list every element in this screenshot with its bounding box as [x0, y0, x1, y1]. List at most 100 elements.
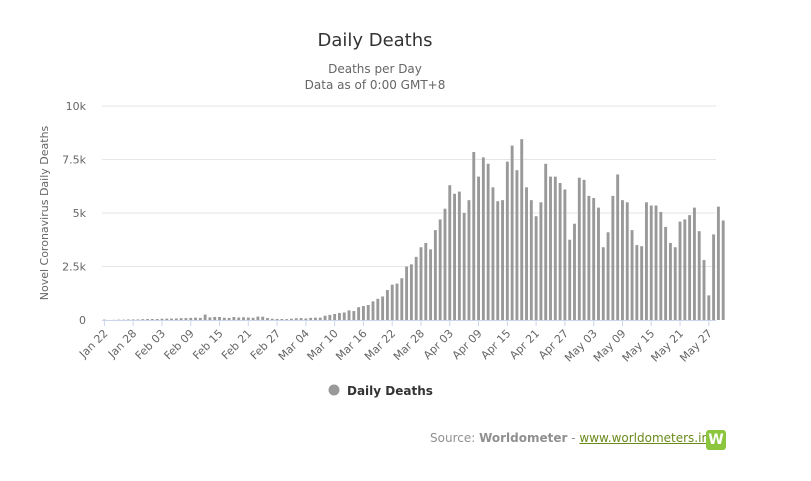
bar[interactable]	[155, 319, 159, 320]
bar[interactable]	[390, 284, 394, 320]
bar[interactable]	[361, 306, 365, 320]
bar[interactable]	[438, 219, 442, 320]
bar[interactable]	[198, 317, 202, 320]
bar[interactable]	[376, 298, 380, 320]
bar[interactable]	[443, 208, 447, 320]
bar[interactable]	[457, 191, 461, 320]
bar[interactable]	[189, 317, 193, 320]
bar[interactable]	[712, 234, 716, 320]
legend[interactable]: Daily Deaths	[328, 384, 433, 398]
bar[interactable]	[645, 202, 648, 320]
bar[interactable]	[146, 319, 150, 320]
bar[interactable]	[314, 317, 317, 320]
bar[interactable]	[280, 318, 284, 320]
bar[interactable]	[664, 226, 668, 320]
bar[interactable]	[242, 317, 245, 320]
bar[interactable]	[285, 319, 289, 320]
bar[interactable]	[352, 311, 356, 320]
bar[interactable]	[318, 317, 322, 320]
bar[interactable]	[309, 317, 313, 320]
bar[interactable]	[654, 205, 658, 320]
bar[interactable]	[405, 266, 409, 321]
bar[interactable]	[606, 232, 610, 320]
bar[interactable]	[553, 176, 557, 320]
bar[interactable]	[678, 221, 682, 320]
bar[interactable]	[165, 318, 169, 320]
bar[interactable]	[539, 202, 543, 320]
bar[interactable]	[587, 195, 591, 320]
bar[interactable]	[222, 317, 226, 320]
bar[interactable]	[419, 247, 423, 320]
bar[interactable]	[429, 249, 433, 320]
bar[interactable]	[294, 318, 298, 320]
bar[interactable]	[433, 230, 437, 320]
bar[interactable]	[630, 230, 634, 320]
bar[interactable]	[136, 319, 140, 320]
bar[interactable]	[597, 207, 600, 320]
bar[interactable]	[616, 174, 620, 320]
bar[interactable]	[347, 310, 351, 320]
bar[interactable]	[381, 296, 385, 320]
bar[interactable]	[371, 301, 375, 320]
bar[interactable]	[213, 316, 217, 320]
bar[interactable]	[481, 157, 485, 320]
bar[interactable]	[525, 187, 528, 320]
bar[interactable]	[491, 187, 495, 320]
bar[interactable]	[486, 163, 490, 320]
bar[interactable]	[141, 319, 145, 320]
bar[interactable]	[467, 200, 471, 320]
bar[interactable]	[635, 245, 639, 320]
bar[interactable]	[270, 318, 274, 320]
bar[interactable]	[338, 312, 341, 320]
bar[interactable]	[194, 317, 197, 320]
bar[interactable]	[625, 202, 629, 320]
bar[interactable]	[611, 195, 615, 320]
bar[interactable]	[275, 318, 279, 320]
bar[interactable]	[328, 314, 332, 320]
bar[interactable]	[179, 318, 183, 320]
bar[interactable]	[424, 242, 428, 320]
bar[interactable]	[385, 290, 389, 320]
bar[interactable]	[621, 200, 624, 320]
bar[interactable]	[683, 219, 687, 320]
bar[interactable]	[357, 307, 361, 320]
bar[interactable]	[496, 201, 500, 320]
bar[interactable]	[688, 215, 692, 320]
bar[interactable]	[150, 319, 154, 320]
bar[interactable]	[453, 193, 457, 320]
bar[interactable]	[601, 247, 605, 320]
credit-link[interactable]: www.worldometers.info	[579, 431, 721, 445]
bar[interactable]	[304, 318, 308, 321]
bar[interactable]	[323, 315, 327, 320]
bar[interactable]	[697, 231, 701, 320]
bar[interactable]	[160, 318, 164, 320]
bar[interactable]	[237, 317, 241, 320]
bar[interactable]	[640, 246, 644, 320]
bar[interactable]	[409, 264, 413, 320]
bar[interactable]	[472, 152, 476, 320]
bar[interactable]	[501, 200, 504, 320]
bar[interactable]	[290, 318, 293, 320]
bar[interactable]	[126, 319, 130, 320]
bar[interactable]	[568, 239, 572, 320]
bar[interactable]	[333, 314, 337, 320]
bar[interactable]	[721, 220, 725, 320]
bar[interactable]	[208, 317, 212, 320]
bar[interactable]	[505, 161, 509, 320]
bar[interactable]	[414, 256, 418, 320]
bar[interactable]	[448, 185, 452, 320]
bar[interactable]	[558, 183, 562, 320]
bar[interactable]	[261, 316, 265, 320]
bar[interactable]	[256, 316, 260, 320]
bar[interactable]	[668, 242, 672, 320]
bar[interactable]	[515, 170, 519, 320]
bar[interactable]	[184, 318, 188, 320]
bar[interactable]	[707, 295, 711, 320]
bar[interactable]	[246, 317, 250, 320]
bar[interactable]	[692, 207, 696, 320]
bar[interactable]	[702, 260, 706, 320]
bar[interactable]	[232, 317, 236, 320]
bar[interactable]	[227, 317, 231, 320]
bar[interactable]	[529, 200, 533, 320]
bar[interactable]	[131, 319, 135, 320]
